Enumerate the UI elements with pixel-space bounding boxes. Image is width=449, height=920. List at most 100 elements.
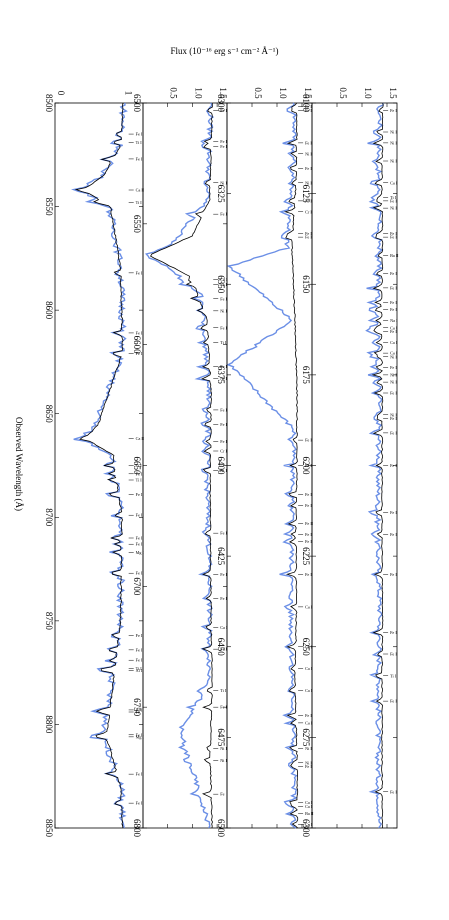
flux-tick-label: 0.5 — [338, 87, 348, 99]
model-spectrum-line — [150, 102, 213, 829]
line-id-label: Fe I — [305, 539, 312, 544]
line-id-label: Fe I — [136, 270, 143, 275]
line-id-label: Fe I — [220, 439, 227, 444]
line-id-label: Fe I — [305, 166, 312, 171]
line-id-label: Fe I — [305, 503, 312, 508]
observed-spectrum-line — [226, 102, 298, 829]
wavelength-tick-label: 8650 — [44, 405, 54, 424]
line-id-label: Fe I — [136, 536, 143, 541]
line-id-label: Ni I — [390, 206, 397, 211]
wavelength-axis-title: Observed Wavelength (Å) — [14, 417, 24, 511]
wavelength-tick-label: 6325 — [216, 185, 226, 204]
flux-tick-label: 1.0 — [193, 87, 203, 99]
panel-6300-6500: 0.5 1.0 1.56300632563506375640064256450647… — [216, 87, 314, 837]
line-id-label: Cr I — [305, 209, 312, 214]
line-id-label: Fe I — [136, 801, 143, 806]
spectrum-panels: 0.5 1.0 1.56100612561506175620062256250627… — [44, 87, 399, 837]
line-id-label: Fe I — [136, 732, 143, 737]
flux-tick-label: 1.5 — [218, 87, 228, 99]
line-id-label: Fe I — [136, 156, 143, 161]
line-id-label: Fe I — [390, 198, 397, 203]
line-id-label: Fe I — [390, 510, 397, 515]
line-id-label: Fe II — [305, 521, 314, 526]
line-id-label: Fe I — [390, 699, 397, 704]
panel-frame — [54, 102, 144, 829]
flux-tick-label: 0.5 — [253, 87, 263, 99]
line-id-label: Fe I — [390, 231, 397, 236]
line-id-label: Fe I — [390, 300, 397, 305]
line-id-label: Ti I — [136, 463, 143, 468]
line-id-label: Fe I — [220, 705, 227, 710]
line-id-label: Ni I — [305, 180, 312, 185]
line-id-label: Fe I — [220, 596, 227, 601]
line-id-label: Fe I — [305, 108, 312, 113]
line-id-label: Ti I — [390, 673, 397, 678]
line-id-label: Ca I — [220, 277, 228, 282]
line-id-label: Fe I — [305, 140, 312, 145]
line-id-label: Fe I — [220, 108, 227, 113]
flux-axis-title: Flux (10⁻¹⁶ erg s⁻¹ cm⁻² Å⁻¹) — [170, 46, 279, 56]
line-id-label: Ni I — [390, 412, 397, 417]
line-id-label: Cr I — [220, 449, 227, 454]
line-id-label: Ni I — [305, 151, 312, 156]
line-id-label: Ni I — [305, 746, 312, 751]
line-id-label: Ba II — [390, 253, 399, 258]
wavelength-tick-label: 6200 — [301, 457, 311, 476]
line-id-label: Fe I — [136, 492, 143, 497]
wavelength-tick-label: 8500 — [44, 94, 54, 113]
wavelength-tick-label: 6125 — [301, 185, 311, 204]
line-id-label: Fe I — [390, 307, 397, 312]
line-id-label: Fe I — [220, 212, 227, 217]
line-id-label: Fe I — [305, 572, 312, 577]
line-id-label: Fe I — [305, 104, 312, 109]
line-id-label: Fe I — [220, 572, 227, 577]
line-id-label: Fe I — [220, 325, 227, 330]
line-id-label: Ca I — [305, 666, 313, 671]
observed-spectrum-line — [145, 102, 215, 829]
line-id-label: Fe I — [305, 438, 312, 443]
line-id-label: Fe I — [390, 532, 397, 537]
flux-tick-label: 1 — [124, 91, 134, 96]
line-id-label: Na I — [390, 318, 398, 323]
line-id-label: Ca I — [305, 804, 313, 809]
flux-tick-label: 1.0 — [278, 87, 288, 99]
panel-frame — [142, 102, 228, 829]
line-id-label: Fe I — [390, 652, 397, 657]
observed-spectrum-line — [365, 102, 384, 829]
line-id-label: Fe I — [220, 296, 227, 301]
line-id-label: Fe I — [390, 235, 397, 240]
wavelength-tick-label: 6650 — [132, 457, 142, 476]
line-id-label: Fe I — [220, 647, 227, 652]
line-id-label: Fe I — [390, 430, 397, 435]
line-id-label: Ti I — [220, 340, 227, 345]
flux-tick-label: 1.5 — [388, 87, 398, 99]
wavelength-tick-label: 6175 — [301, 366, 311, 385]
line-id-label: Fe I — [390, 463, 397, 468]
wavelength-tick-label: 8700 — [44, 508, 54, 527]
line-id-label: Fe I — [220, 364, 227, 369]
line-id-label: Fe I — [136, 132, 143, 137]
wavelength-tick-label: 6700 — [132, 577, 142, 596]
line-id-label: Ca I — [305, 604, 313, 609]
line-id-label: Ni I — [220, 758, 227, 763]
line-id-label: Ti I — [136, 140, 143, 145]
line-id-label: Fe I — [390, 285, 397, 290]
wavelength-tick-label: 6275 — [301, 728, 311, 747]
line-id-label: Ni I — [390, 140, 397, 145]
line-id-label: Fe I — [136, 707, 143, 712]
line-id-label: Fe I — [136, 658, 143, 663]
wavelength-tick-label: 6600 — [132, 336, 142, 355]
line-id-label: Fe I — [220, 407, 227, 412]
line-id-label: Fe I — [390, 630, 397, 635]
wavelength-tick-label: 8550 — [44, 198, 54, 217]
line-id-label: Ca I — [305, 822, 313, 827]
line-id-label: Ni I — [390, 159, 397, 164]
line-id-label: Ni I — [390, 354, 397, 359]
line-id-label: Fe I — [305, 492, 312, 497]
line-id-label: Ni I — [220, 180, 227, 185]
line-id-label: Ca I — [390, 325, 398, 330]
line-id-label: Fe I — [220, 282, 227, 287]
line-id-label: Fe I — [220, 144, 227, 149]
panel-8500-8850: 0 1 8500 8550 8600 8650 8700 8750 8800 8850 Fe I Ti… — [44, 91, 145, 838]
